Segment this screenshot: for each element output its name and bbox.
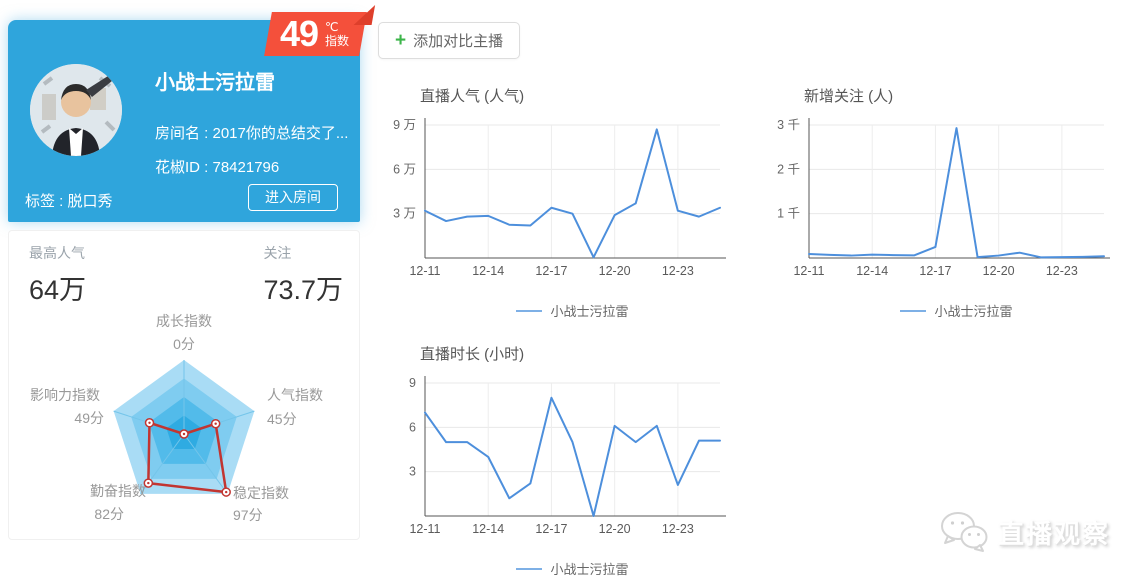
chart-title: 直播人气 (人气) [420, 88, 525, 105]
svg-text:1 千: 1 千 [777, 207, 800, 221]
room-name: 房间名 : 2017你的总结交了... [155, 125, 349, 142]
svg-text:稳定指数: 稳定指数 [233, 485, 289, 501]
legend-label: 小战士污拉雷 [550, 562, 629, 577]
enter-room-button[interactable]: 进入房间 [248, 184, 338, 211]
svg-text:12-17: 12-17 [919, 264, 951, 278]
chart-title: 直播时长 (小时) [420, 346, 525, 363]
add-compare-streamer-label: 添加对比主播 [413, 33, 504, 50]
plus-icon: + [395, 30, 407, 51]
stats-row: 最高人气 64万 关注 73.7万 [9, 243, 359, 307]
svg-text:12-20: 12-20 [599, 522, 631, 536]
heat-index-label: 指数 [324, 34, 349, 48]
svg-text:12-23: 12-23 [1046, 264, 1078, 278]
svg-text:影响力指数: 影响力指数 [30, 387, 100, 403]
svg-text:6 万: 6 万 [393, 162, 416, 176]
svg-text:12-11: 12-11 [409, 264, 440, 278]
svg-text:12-23: 12-23 [662, 264, 694, 278]
svg-text:97分: 97分 [233, 507, 263, 523]
svg-text:12-11: 12-11 [793, 264, 824, 278]
chart-live-popularity: 直播人气 (人气) 3 万 6 万 9 万 12-11 12-14 12-17 12-20 1… [372, 85, 734, 320]
add-compare-streamer-button[interactable]: + 添加对比主播 [378, 22, 521, 59]
svg-text:12-20: 12-20 [599, 264, 631, 278]
site-watermark: 直播观察 [938, 510, 1110, 554]
svg-text:12-14: 12-14 [472, 264, 504, 278]
chart-legend[interactable]: 小战士污拉雷 [425, 301, 720, 320]
line-chart-plot: 3 万 6 万 9 万 12-11 12-14 12-17 12-20 12-23 [372, 110, 734, 293]
legend-line-icon [516, 567, 543, 570]
svg-text:12-11: 12-11 [409, 522, 440, 536]
line-chart-plot: 1 千 2 千 3 千 12-11 12-14 12-17 12-20 12-23 [756, 110, 1118, 293]
avatar-image [30, 64, 122, 156]
stat-max-popularity-value: 64万 [29, 275, 87, 305]
stats-radar-card: 最高人气 64万 关注 73.7万 成长指数 0分人气指数 45分稳定指数 97分 勤奋… [8, 230, 360, 540]
stat-followers-label: 关注 [263, 245, 292, 261]
svg-text:12-17: 12-17 [535, 522, 567, 536]
watermark-text: 直播观察 [997, 518, 1110, 549]
chart-new-followers: 新增关注 (人) 1 千 2 千 3 千 12-11 12-14 12-17 12-20 12… [756, 85, 1118, 320]
tag-label: 标签 : 脱口秀 [25, 193, 113, 210]
platform-id: 花椒ID : 78421796 [155, 159, 280, 176]
legend-label: 小战士污拉雷 [550, 304, 629, 319]
svg-text:人气指数: 人气指数 [267, 387, 323, 403]
svg-text:6: 6 [409, 420, 416, 434]
svg-text:9 万: 9 万 [393, 118, 416, 132]
svg-text:12-17: 12-17 [535, 264, 567, 278]
svg-text:12-20: 12-20 [983, 264, 1015, 278]
chart-legend[interactable]: 小战士污拉雷 [809, 301, 1104, 320]
streamer-name: 小战士污拉雷 [155, 72, 275, 94]
svg-text:9: 9 [409, 376, 416, 390]
svg-text:3: 3 [409, 465, 416, 479]
svg-text:82分: 82分 [94, 506, 124, 522]
svg-text:12-14: 12-14 [472, 522, 504, 536]
streamer-profile-card: 49 ℃ 指数 小战士污拉雷 房间名 : 2017你的总结交了... 花椒ID … [8, 12, 367, 222]
svg-text:0分: 0分 [173, 336, 195, 352]
avatar [30, 64, 122, 156]
svg-text:3 千: 3 千 [777, 118, 800, 132]
chart-legend[interactable]: 小战士污拉雷 [425, 559, 720, 578]
wechat-icon [940, 512, 988, 552]
stat-max-popularity-label: 最高人气 [29, 245, 85, 261]
svg-text:49分: 49分 [74, 410, 104, 426]
heat-index-unit: ℃ [324, 20, 339, 34]
heat-index-value: 49 [279, 13, 318, 54]
svg-text:12-14: 12-14 [856, 264, 888, 278]
legend-line-icon [516, 309, 543, 312]
chart-stream-duration: 直播时长 (小时) 3 6 9 12-11 12-14 12-17 12-20 12-23 小… [372, 343, 734, 578]
svg-text:成长指数: 成长指数 [156, 313, 212, 329]
svg-text:45分: 45分 [267, 411, 297, 427]
svg-text:2 千: 2 千 [777, 162, 800, 176]
svg-text:12-23: 12-23 [662, 522, 694, 536]
heat-index-badge: 49 ℃ 指数 [264, 12, 367, 56]
radar-chart: 成长指数 0分人气指数 45分稳定指数 97分 勤奋指数 82分 影响力指数 49分 [9, 231, 361, 541]
chart-title: 新增关注 (人) [804, 88, 894, 105]
svg-text:3 万: 3 万 [393, 207, 416, 221]
stat-followers-value: 73.7万 [263, 275, 343, 305]
line-chart-plot: 3 6 9 12-11 12-14 12-17 12-20 12-23 [372, 368, 734, 551]
legend-line-icon [900, 309, 927, 312]
legend-label: 小战士污拉雷 [934, 304, 1013, 319]
svg-text:勤奋指数: 勤奋指数 [90, 483, 146, 499]
